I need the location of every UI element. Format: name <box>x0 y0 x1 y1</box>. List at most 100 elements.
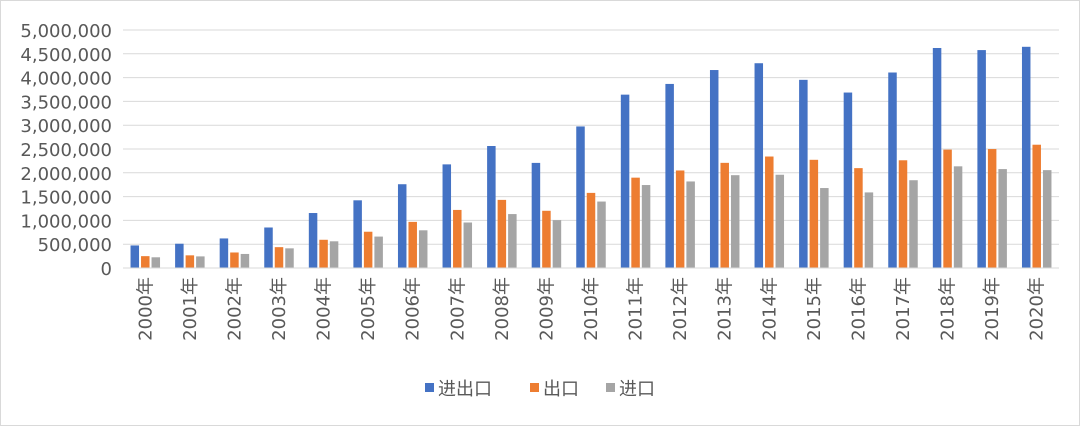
bar-1 <box>442 164 452 268</box>
legend-swatch <box>425 383 434 392</box>
bar-3 <box>998 169 1007 268</box>
bar-3 <box>508 214 517 268</box>
bar-3 <box>552 220 562 268</box>
legend-label: 进出口 <box>438 379 492 400</box>
bar-1 <box>709 70 719 268</box>
bar-2 <box>141 256 150 268</box>
bar-3 <box>730 175 740 268</box>
bar-3 <box>196 256 205 268</box>
x-category-label: 2017年 <box>893 277 914 341</box>
bar-1 <box>576 126 585 269</box>
bar-1 <box>754 63 764 269</box>
bar-2 <box>675 170 685 268</box>
legend-label: 出口 <box>543 379 579 400</box>
bar-3 <box>775 174 785 268</box>
bar-1 <box>175 243 184 268</box>
bar-1 <box>977 50 986 268</box>
bar-1 <box>843 92 853 268</box>
y-tick-label: 3,500,000 <box>20 92 112 113</box>
bar-1 <box>620 94 630 268</box>
bar-1 <box>219 238 229 268</box>
bar-2 <box>497 199 507 268</box>
bar-2 <box>319 239 328 268</box>
bar-1 <box>932 47 942 269</box>
x-category-label: 2016年 <box>848 277 869 341</box>
bar-2 <box>185 255 195 268</box>
y-tick-label: 1,500,000 <box>20 188 112 209</box>
bar-3 <box>864 192 874 268</box>
legend-swatch <box>606 383 615 392</box>
bar-2 <box>274 247 284 268</box>
bar-2 <box>854 168 863 268</box>
bar-2 <box>1032 144 1041 268</box>
bar-3 <box>463 222 473 268</box>
bar-1 <box>353 200 362 268</box>
x-category-label: 2019年 <box>982 277 1003 341</box>
bar-2 <box>765 156 774 268</box>
bar-1 <box>130 245 140 268</box>
bar-3 <box>686 181 695 268</box>
y-tick-label: 1,000,000 <box>20 211 112 232</box>
x-category-label: 2014年 <box>759 277 780 341</box>
x-category-label: 2015年 <box>804 277 825 341</box>
bar-3 <box>151 257 161 268</box>
y-tick-label: 4,000,000 <box>20 69 112 90</box>
bar-2 <box>720 162 729 268</box>
bar-2 <box>363 231 373 268</box>
legend-label: 进口 <box>619 379 655 400</box>
y-tick-label: 0 <box>101 259 112 280</box>
x-category-label: 2004年 <box>314 277 335 341</box>
bar-1 <box>264 227 273 268</box>
bar-2 <box>631 177 640 268</box>
bar-3 <box>285 248 294 268</box>
bar-3 <box>374 236 383 268</box>
bar-1 <box>487 146 496 268</box>
bar-2 <box>898 160 908 268</box>
y-tick-label: 2,500,000 <box>20 140 112 161</box>
y-tick-label: 500,000 <box>38 235 112 256</box>
bar-2 <box>943 149 952 268</box>
bar-3 <box>1042 170 1052 268</box>
x-category-label: 2005年 <box>358 277 379 341</box>
bar-3 <box>909 180 918 268</box>
bar-2 <box>586 192 596 268</box>
x-category-label: 2001年 <box>180 277 201 341</box>
x-category-label: 2002年 <box>224 277 245 341</box>
bar-1 <box>531 162 541 268</box>
y-tick-label: 4,500,000 <box>20 45 112 66</box>
bar-1 <box>665 83 674 268</box>
x-category-label: 2006年 <box>403 277 424 341</box>
bar-3 <box>597 201 606 268</box>
bar-1 <box>1021 46 1031 269</box>
x-category-label: 2003年 <box>269 277 290 341</box>
bar-2 <box>987 149 997 268</box>
bar-2 <box>230 252 239 268</box>
x-category-label: 2011年 <box>626 277 647 341</box>
bar-3 <box>329 241 339 268</box>
x-category-label: 2010年 <box>581 277 602 341</box>
y-tick-label: 3,000,000 <box>20 116 112 137</box>
bar-3 <box>953 166 963 268</box>
legend-swatch <box>530 383 539 392</box>
y-tick-label: 2,000,000 <box>20 164 112 185</box>
x-category-label: 2020年 <box>1027 277 1048 341</box>
x-category-label: 2009年 <box>536 277 557 341</box>
bar-1 <box>397 184 407 268</box>
bar-2 <box>453 209 462 268</box>
x-category-label: 2000年 <box>135 277 156 341</box>
legend: 进出口 出口 进口 <box>425 379 655 400</box>
x-category-label: 2007年 <box>447 277 468 341</box>
bar-1 <box>799 79 808 269</box>
bar-3 <box>418 230 428 268</box>
x-category-label: 2013年 <box>715 277 736 341</box>
x-category-label: 2012年 <box>670 277 691 341</box>
x-category-label: 2008年 <box>492 277 513 341</box>
bar-2 <box>809 159 819 268</box>
bar-3 <box>820 188 829 268</box>
bar-2 <box>408 221 417 268</box>
x-category-label: 2018年 <box>938 277 959 341</box>
bar-1 <box>308 213 318 268</box>
bar-3 <box>641 185 651 268</box>
